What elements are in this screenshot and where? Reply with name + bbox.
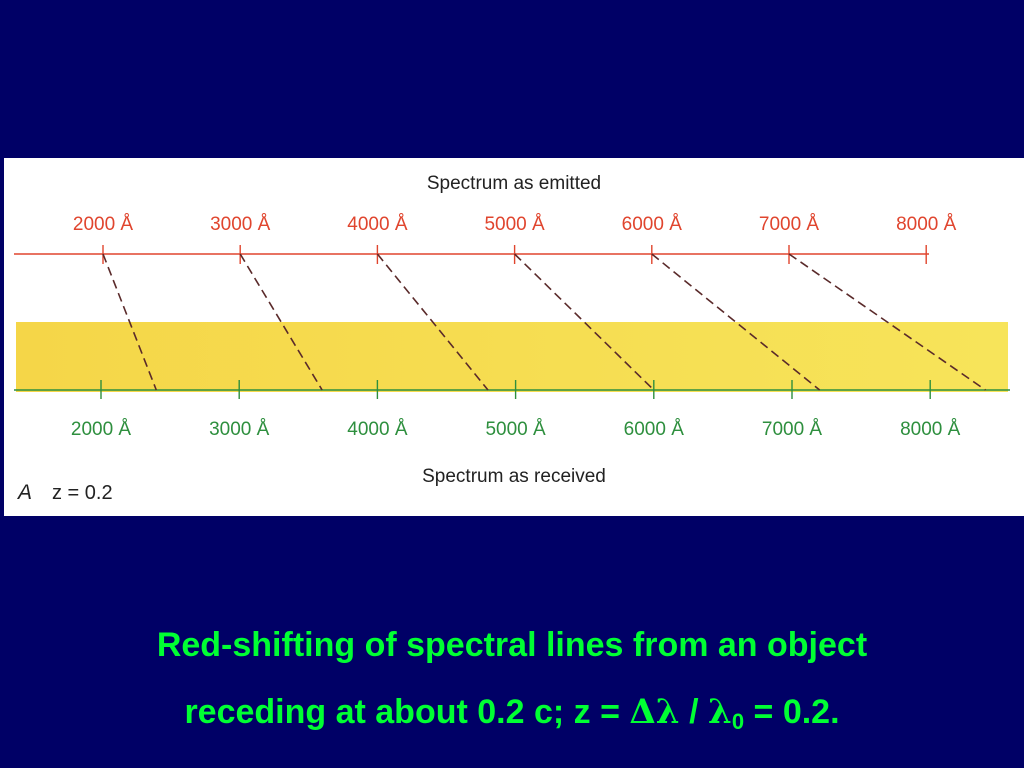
caption-line-2: receding at about 0.2 c; z = Δλ / λ0 = 0… — [0, 692, 1024, 735]
caption-line-2-prefix: receding at about 0.2 c; z = — [184, 693, 630, 731]
redshift-line-6000 — [651, 253, 821, 391]
caption-line-1: Red-shifting of spectral lines from an o… — [156, 626, 868, 664]
redshift-line-4000 — [376, 253, 489, 391]
spectrum-band-layer — [16, 322, 1008, 392]
received-spectrum-band — [16, 322, 1008, 392]
spectrum-lines-layer — [14, 245, 1010, 399]
emitted-tick-label-4000: 4000 Å — [347, 214, 408, 235]
received-tick-label-6000: 6000 Å — [624, 419, 685, 440]
caption-delta-lambda: Δλ — [629, 692, 680, 732]
received-tick-label-3000: 3000 Å — [209, 419, 270, 440]
received-tick-label-7000: 7000 Å — [762, 419, 823, 440]
received-tick-label-8000: 8000 Å — [900, 419, 961, 440]
panel-label-z: z = 0.2 — [52, 482, 113, 504]
emitted-tick-label-2000: 2000 Å — [73, 214, 134, 235]
redshift-line-2000 — [102, 253, 158, 391]
emitted-tick-label-8000: 8000 Å — [896, 214, 957, 235]
received-tick-label-4000: 4000 Å — [347, 419, 408, 440]
received-tick-label-2000: 2000 Å — [71, 419, 132, 440]
caption-lambda-subscript: 0 — [731, 709, 745, 734]
caption-lambda: λ — [707, 692, 732, 732]
redshift-line-7000 — [788, 253, 986, 391]
received-tick-label-5000: 5000 Å — [485, 419, 546, 440]
panel-label-letter: A — [16, 481, 32, 504]
emitted-tick-label-6000: 6000 Å — [622, 214, 683, 235]
emitted-title: Spectrum as emitted — [427, 173, 601, 194]
emitted-tick-label-3000: 3000 Å — [210, 214, 271, 235]
diagram-text-layer: 2000 Å 3000 Å 4000 Å 5000 Å 6000 Å 7000 Å 8000… — [16, 173, 961, 504]
received-title: Spectrum as received — [422, 466, 606, 487]
redshift-diagram-panel: 2000 Å 3000 Å 4000 Å 5000 Å 6000 Å 7000 Å 8000… — [4, 158, 1024, 516]
shift-lines-layer — [102, 253, 986, 391]
caption-line-2-suffix: = 0.2. — [744, 693, 840, 731]
redshift-diagram: 2000 Å 3000 Å 4000 Å 5000 Å 6000 Å 7000 Å 8000… — [14, 173, 1010, 504]
redshift-line-3000 — [239, 253, 323, 391]
emitted-tick-label-5000: 5000 Å — [484, 214, 545, 235]
caption-slash: / — [679, 693, 708, 731]
emitted-tick-label-7000: 7000 Å — [759, 214, 820, 235]
redshift-line-5000 — [514, 253, 655, 391]
